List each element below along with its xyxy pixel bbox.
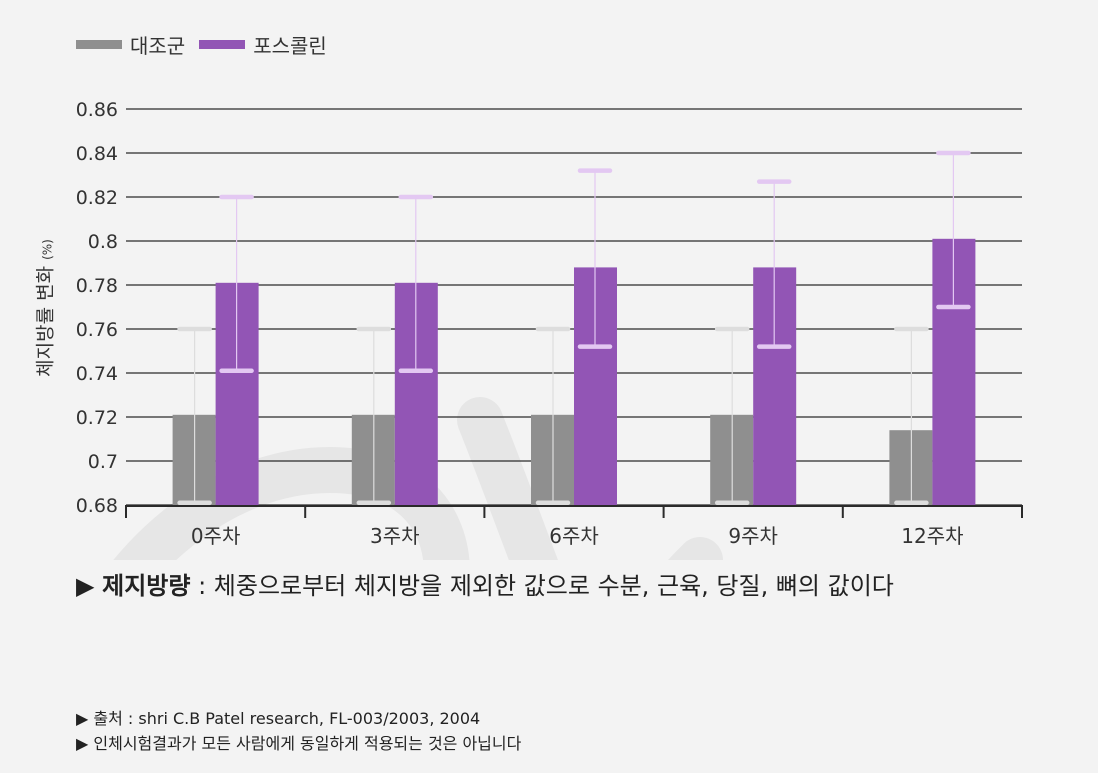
y-tick-label: 0.8	[88, 231, 118, 253]
legend: 대조군 포스콜린	[76, 30, 327, 59]
footnote-disclaimer: ▶ 인체시험결과가 모든 사람에게 동일하게 적용되는 것은 아닙니다	[76, 734, 522, 753]
y-tick-label: 0.84	[76, 143, 118, 165]
definition-body: : 체중으로부터 체지방을 제외한 값으로 수분, 근육, 당질, 뼈의 값이다	[190, 572, 894, 600]
y-tick-label: 0.7	[88, 451, 118, 473]
definition-marker: ▶	[76, 572, 95, 600]
y-axis-label: 체지방률 변화 (%)	[31, 239, 58, 377]
x-tick-label: 12주차	[901, 524, 963, 548]
y-tick-label: 0.72	[76, 407, 118, 429]
x-axis: 0주차 3주차 6주차 9주차 12주차	[125, 505, 1023, 548]
definition-term: 제지방량	[102, 572, 191, 600]
legend-item-forskolin: 포스콜린	[199, 30, 327, 59]
x-tick-label: 9주차	[728, 524, 778, 548]
x-tick-label: 6주차	[549, 524, 599, 548]
x-tick-label: 3주차	[370, 524, 420, 548]
legend-swatch-forskolin	[199, 40, 246, 49]
definition-text: ▶ 제지방량 : 체중으로부터 체지방을 제외한 값으로 수분, 근육, 당질,…	[76, 566, 894, 601]
y-tick-label: 0.68	[76, 495, 118, 517]
legend-swatch-control	[76, 40, 122, 49]
footnote-source: ▶ 출처 : shri C.B Patel research, FL-003/2…	[76, 709, 481, 728]
y-tick-label: 0.86	[76, 99, 118, 121]
error-bars	[177, 150, 971, 506]
watermark-logo	[113, 397, 723, 560]
bar-chart: 0.68 0.7 0.72 0.74 0.76 0.78 0.8 0.82 0.84 0.86 0…	[76, 99, 1023, 560]
y-tick-labels: 0.68 0.7 0.72 0.74 0.76 0.78 0.8 0.82 0.84 0.86	[76, 99, 118, 517]
y-tick-label: 0.82	[76, 187, 118, 209]
legend-item-control: 대조군	[76, 30, 185, 59]
y-axis-unit: (%)	[40, 239, 55, 260]
y-tick-label: 0.78	[76, 275, 118, 297]
footnotes: ▶ 출처 : shri C.B Patel research, FL-003/2…	[76, 706, 521, 756]
y-tick-label: 0.74	[76, 363, 118, 385]
legend-label-control: 대조군	[130, 34, 186, 58]
y-tick-label: 0.76	[76, 319, 118, 341]
legend-label-forskolin: 포스콜린	[253, 34, 327, 58]
y-axis-title: 체지방률 변화	[34, 265, 57, 377]
x-tick-label: 0주차	[191, 524, 241, 548]
